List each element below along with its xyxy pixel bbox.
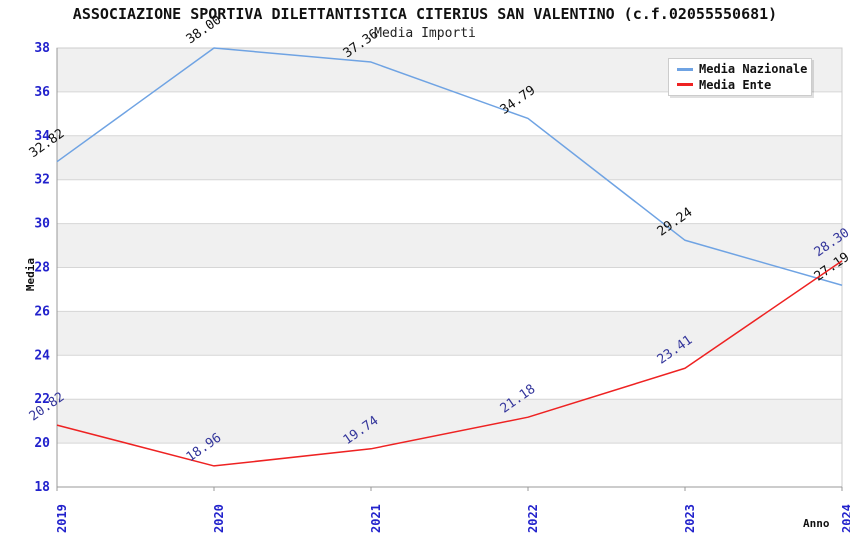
x-tick-label: 2022 <box>526 504 540 533</box>
legend-swatch-media-nazionale-icon <box>677 67 693 71</box>
chart-title: ASSOCIAZIONE SPORTIVA DILETTANTISTICA CI… <box>72 5 778 23</box>
x-tick-label: 2020 <box>212 504 226 533</box>
y-tick-label: 20 <box>34 436 50 451</box>
plot-band <box>57 311 842 356</box>
y-tick-label: 22 <box>34 392 50 407</box>
data-point-label: 38.00 <box>184 13 225 48</box>
x-tick-label: 2024 <box>840 504 850 533</box>
legend-label-media-nazionale: Media Nazionale <box>699 62 808 77</box>
chart-subtitle: Media Importi <box>374 26 476 41</box>
legend-item-media-nazionale: Media Nazionale <box>669 62 811 76</box>
legend: Media Nazionale Media Ente <box>668 58 812 96</box>
y-tick-label: 24 <box>34 348 50 363</box>
y-tick-label: 26 <box>34 304 50 319</box>
y-tick-label: 36 <box>34 85 50 100</box>
y-tick-label: 18 <box>34 480 50 495</box>
plot-band <box>57 223 842 268</box>
y-tick-label: 38 <box>34 41 50 56</box>
legend-swatch-media-ente-icon <box>677 83 693 87</box>
y-tick-label: 28 <box>34 261 50 276</box>
y-tick-label: 32 <box>34 173 50 188</box>
y-tick-label: 30 <box>34 217 50 232</box>
plot-band <box>57 399 842 444</box>
x-axis-title: Anno <box>803 517 830 530</box>
legend-item-media-ente: Media Ente <box>669 78 811 92</box>
series-line-media-ente <box>56 260 843 467</box>
y-axis-title: Media <box>24 257 38 292</box>
x-tick-label: 2019 <box>55 504 69 533</box>
x-tick-label: 2023 <box>683 504 697 533</box>
plot-band <box>57 135 842 180</box>
legend-label-media-ente: Media Ente <box>699 77 772 92</box>
series-line-media-nazionale <box>56 47 843 287</box>
x-tick-label: 2021 <box>369 504 383 533</box>
y-tick-label: 34 <box>34 129 50 144</box>
